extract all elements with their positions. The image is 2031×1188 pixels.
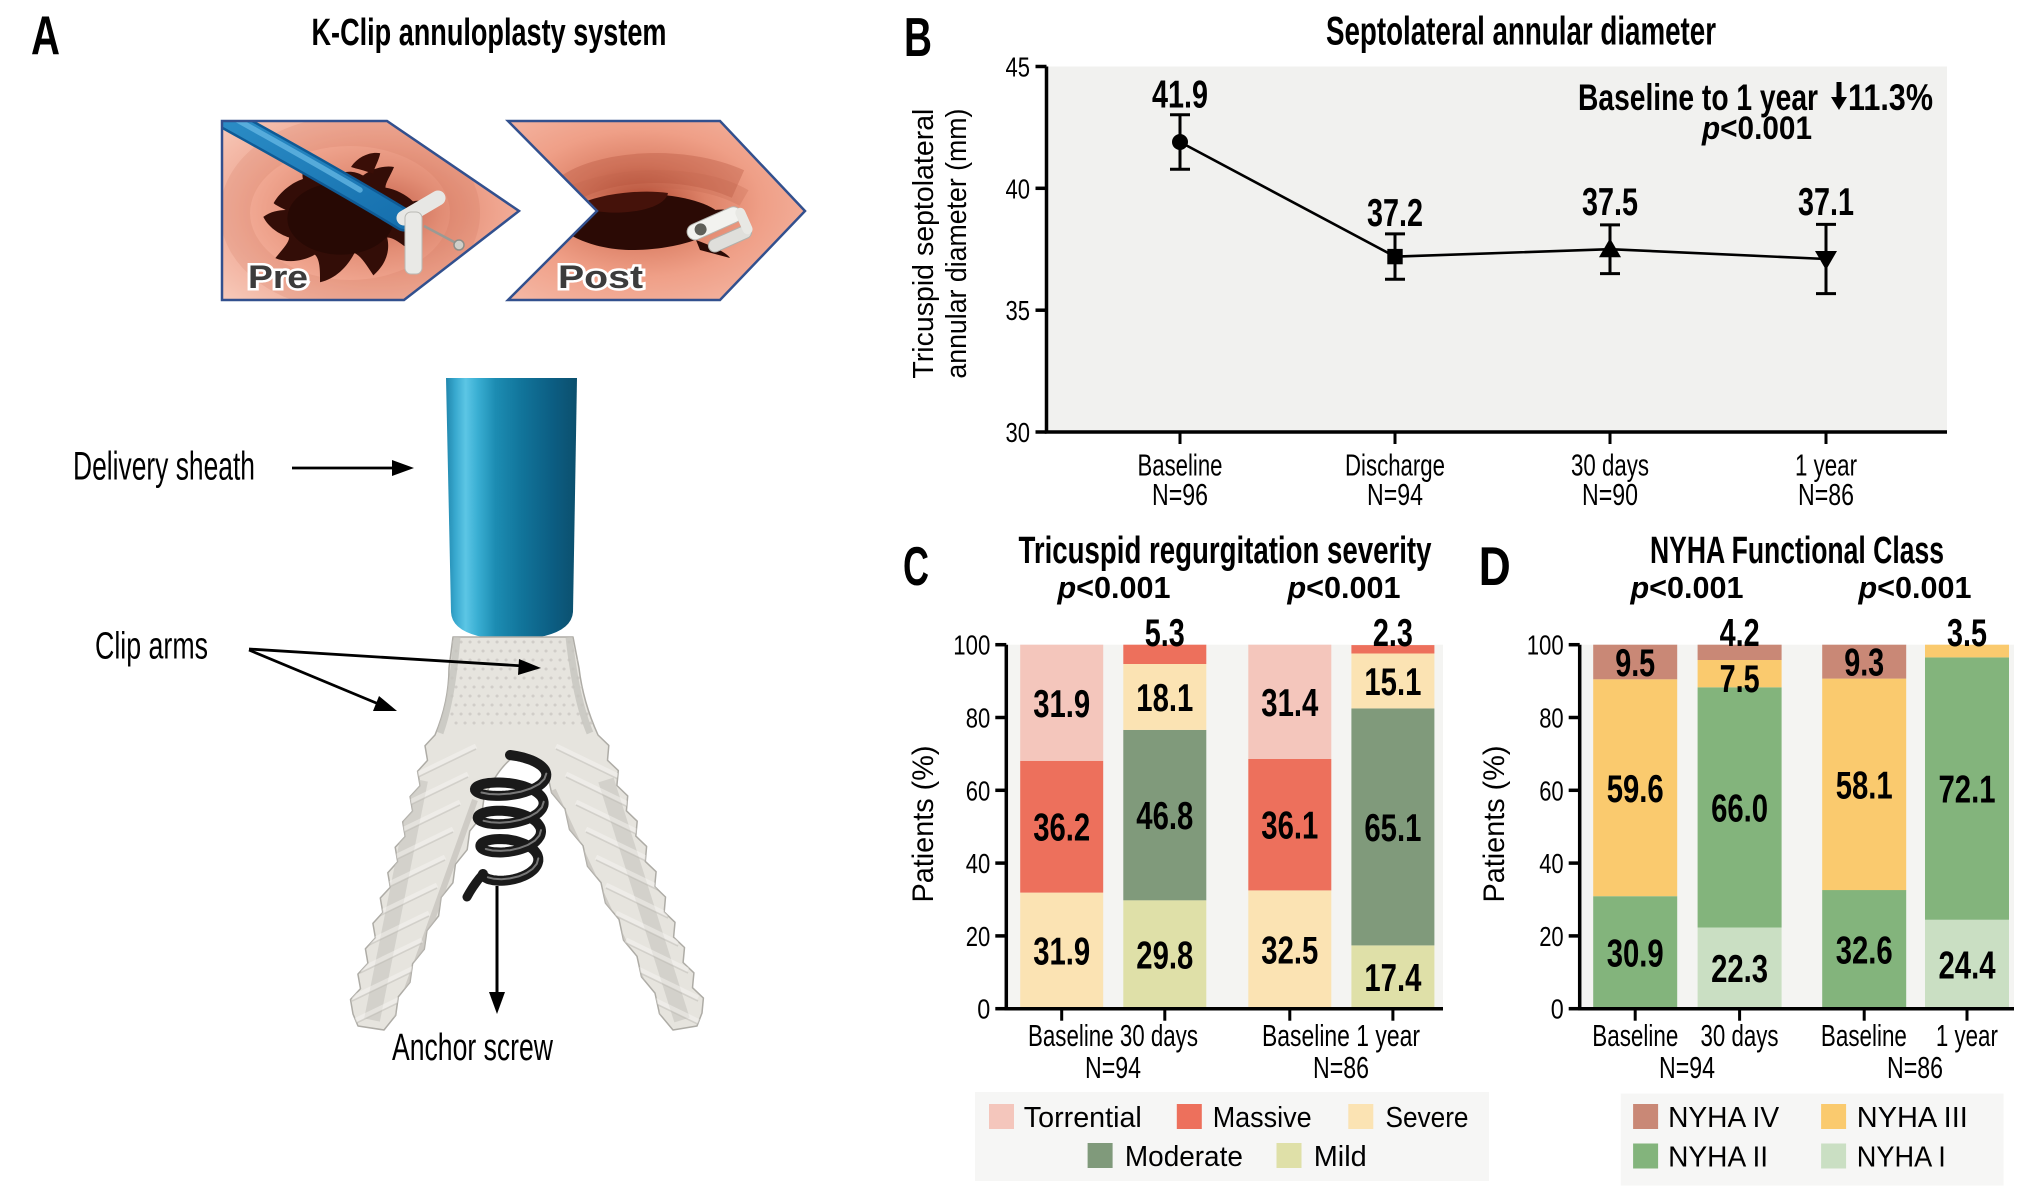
svg-text:59.6: 59.6 — [1607, 768, 1664, 811]
svg-text:1 year: 1 year — [1936, 1018, 1998, 1053]
svg-text:32.6: 32.6 — [1836, 929, 1893, 972]
svg-text:Clip arms: Clip arms — [95, 626, 208, 668]
svg-text:p<0.001: p<0.001 — [1701, 110, 1812, 146]
svg-text:31.9: 31.9 — [1033, 683, 1090, 726]
svg-text:Mild: Mild — [1314, 1141, 1367, 1173]
svg-text:A: A — [31, 4, 60, 66]
svg-text:Discharge: Discharge — [1345, 448, 1445, 483]
svg-text:58.1: 58.1 — [1836, 764, 1893, 807]
svg-text:20: 20 — [1539, 921, 1564, 952]
svg-text:30 days: 30 days — [1571, 448, 1649, 483]
svg-text:35: 35 — [1006, 295, 1031, 326]
svg-text:Baseline 1 year: Baseline 1 year — [1262, 1018, 1420, 1053]
svg-text:32.5: 32.5 — [1261, 930, 1318, 973]
svg-text:Moderate: Moderate — [1125, 1141, 1243, 1173]
svg-text:D: D — [1479, 535, 1511, 597]
svg-text:41.9: 41.9 — [1152, 74, 1208, 117]
svg-text:NYHA II: NYHA II — [1668, 1142, 1768, 1174]
svg-text:Baseline: Baseline — [1138, 448, 1223, 483]
svg-text:11.3%: 11.3% — [1848, 77, 1933, 118]
svg-text:4.2: 4.2 — [1720, 612, 1760, 655]
svg-text:Severe: Severe — [1386, 1102, 1469, 1134]
svg-text:Baseline: Baseline — [1821, 1018, 1907, 1053]
svg-text:9.3: 9.3 — [1844, 642, 1884, 685]
svg-text:Pre: Pre — [248, 259, 308, 295]
svg-text:3.5: 3.5 — [1947, 612, 1987, 655]
svg-text:Baseline: Baseline — [1592, 1018, 1678, 1053]
svg-text:1 year: 1 year — [1795, 448, 1857, 483]
svg-text:60: 60 — [966, 775, 991, 806]
svg-text:30: 30 — [1006, 417, 1031, 448]
svg-text:40: 40 — [966, 848, 991, 879]
svg-text:37.5: 37.5 — [1582, 181, 1638, 224]
svg-text:Baseline 30 days: Baseline 30 days — [1028, 1018, 1198, 1053]
svg-text:72.1: 72.1 — [1939, 769, 1996, 812]
svg-text:NYHA III: NYHA III — [1857, 1102, 1968, 1134]
svg-text:65.1: 65.1 — [1364, 807, 1421, 850]
svg-text:B: B — [904, 6, 932, 68]
svg-text:46.8: 46.8 — [1136, 795, 1193, 838]
svg-text:annular diameter (mm): annular diameter (mm) — [941, 109, 973, 379]
svg-text:NYHA I: NYHA I — [1857, 1142, 1946, 1174]
svg-text:45: 45 — [1006, 52, 1031, 83]
svg-text:N=94: N=94 — [1367, 477, 1423, 512]
svg-text:80: 80 — [966, 703, 991, 734]
svg-text:0: 0 — [1551, 994, 1564, 1025]
svg-text:Septolateral annular diameter: Septolateral annular diameter — [1326, 10, 1716, 54]
svg-text:N=94: N=94 — [1659, 1050, 1715, 1085]
svg-text:N=94: N=94 — [1085, 1050, 1141, 1085]
svg-text:22.3: 22.3 — [1711, 948, 1768, 991]
svg-text:40: 40 — [1539, 848, 1564, 879]
svg-text:31.4: 31.4 — [1261, 682, 1318, 725]
svg-text:29.8: 29.8 — [1136, 934, 1193, 977]
svg-text:p<0.001: p<0.001 — [1057, 570, 1171, 605]
svg-text:7.5: 7.5 — [1720, 658, 1760, 701]
svg-text:2.3: 2.3 — [1373, 612, 1413, 655]
svg-text:17.4: 17.4 — [1364, 957, 1421, 1000]
svg-text:40: 40 — [1006, 173, 1031, 204]
svg-text:Anchor screw: Anchor screw — [392, 1027, 553, 1069]
svg-text:Baseline to 1 year: Baseline to 1 year — [1578, 77, 1818, 118]
svg-text:37.1: 37.1 — [1798, 181, 1854, 224]
svg-text:N=86: N=86 — [1798, 477, 1854, 512]
svg-text:30 days: 30 days — [1701, 1018, 1779, 1053]
svg-text:NYHA IV: NYHA IV — [1668, 1102, 1780, 1134]
svg-text:Tricuspid regurgitation severi: Tricuspid regurgitation severity — [1019, 530, 1432, 572]
svg-text:20: 20 — [966, 921, 991, 952]
svg-text:N=90: N=90 — [1582, 477, 1638, 512]
svg-text:Post: Post — [558, 259, 643, 295]
svg-text:100: 100 — [953, 630, 990, 661]
svg-text:N=86: N=86 — [1313, 1050, 1369, 1085]
svg-text:24.4: 24.4 — [1939, 944, 1996, 987]
svg-text:30.9: 30.9 — [1607, 932, 1664, 975]
svg-text:C: C — [903, 535, 929, 597]
svg-text:0: 0 — [977, 994, 990, 1025]
svg-text:Patients (%): Patients (%) — [907, 746, 940, 903]
svg-text:60: 60 — [1539, 775, 1564, 806]
svg-text:31.9: 31.9 — [1033, 931, 1090, 974]
svg-text:100: 100 — [1527, 630, 1564, 661]
svg-text:66.0: 66.0 — [1711, 787, 1768, 830]
svg-text:Delivery sheath: Delivery sheath — [73, 445, 255, 489]
svg-text:p<0.001: p<0.001 — [1630, 570, 1744, 605]
svg-text:Massive: Massive — [1213, 1102, 1312, 1134]
svg-text:9.5: 9.5 — [1615, 642, 1655, 685]
svg-text:Torrential: Torrential — [1024, 1102, 1142, 1134]
svg-text:Tricuspid septolateral: Tricuspid septolateral — [908, 109, 940, 379]
svg-text:p<0.001: p<0.001 — [1858, 570, 1972, 605]
svg-text:15.1: 15.1 — [1364, 661, 1421, 704]
svg-text:NYHA Functional Class: NYHA Functional Class — [1650, 530, 1944, 572]
svg-text:37.2: 37.2 — [1367, 192, 1423, 235]
svg-text:K-Clip annuloplasty system: K-Clip annuloplasty system — [312, 12, 667, 54]
svg-text:N=86: N=86 — [1887, 1050, 1943, 1085]
svg-text:5.3: 5.3 — [1145, 612, 1185, 655]
svg-text:N=96: N=96 — [1152, 477, 1208, 512]
svg-text:18.1: 18.1 — [1136, 677, 1193, 720]
svg-text:Patients (%): Patients (%) — [1478, 746, 1511, 903]
svg-text:36.1: 36.1 — [1261, 805, 1318, 848]
svg-text:80: 80 — [1539, 703, 1564, 734]
svg-text:p<0.001: p<0.001 — [1287, 570, 1401, 605]
svg-text:36.2: 36.2 — [1033, 807, 1090, 850]
